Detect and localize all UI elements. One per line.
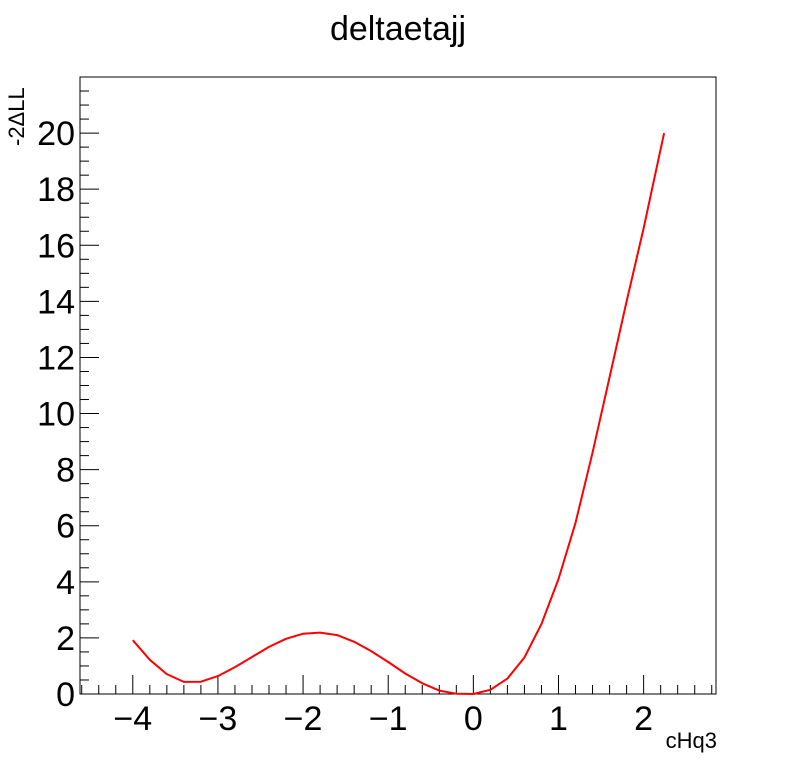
series-line-0 (132, 132, 666, 695)
series-layer (132, 132, 666, 695)
y-tick-label: 18 (37, 171, 75, 209)
x-tick-label: −3 (199, 700, 238, 738)
x-tick-label: −2 (284, 700, 323, 738)
x-tick-label: −4 (113, 700, 152, 738)
y-tick-label: 14 (37, 283, 75, 321)
y-axis-label: -2ΔLL (4, 87, 29, 146)
y-tick-label: 10 (37, 396, 75, 434)
y-tick-label: 12 (37, 339, 75, 377)
x-tick-label: 2 (634, 700, 653, 738)
x-tick-label: 0 (464, 700, 483, 738)
y-tick-label: 16 (37, 227, 75, 265)
y-tick-label: 2 (56, 620, 75, 658)
x-tick-label: −1 (369, 700, 408, 738)
chart-title: deltaetajj (330, 10, 466, 48)
y-tick-label: 20 (37, 115, 75, 153)
x-axis-label: cHq3 (666, 728, 717, 753)
x-tick-label: 1 (549, 700, 568, 738)
y-tick-label: 6 (56, 508, 75, 546)
y-tick-label: 8 (56, 452, 75, 490)
plot-frame (79, 76, 717, 695)
y-tick-label: 4 (56, 564, 75, 602)
y-tick-label: 0 (56, 676, 75, 714)
